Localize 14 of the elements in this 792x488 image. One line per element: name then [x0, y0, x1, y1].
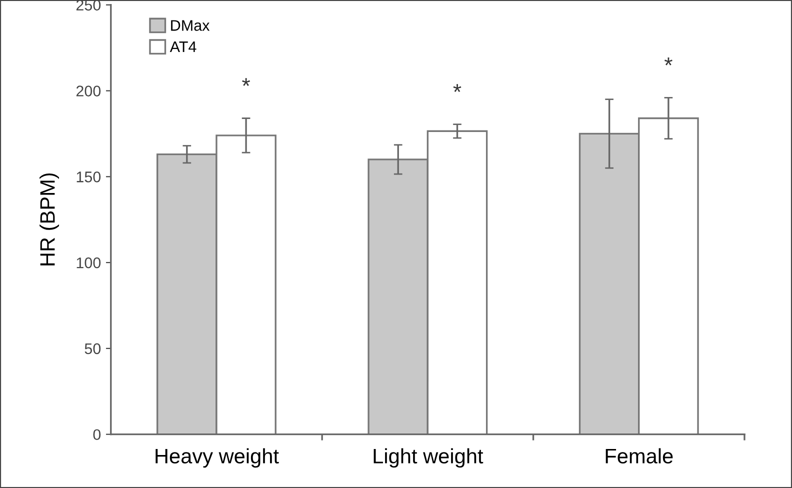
annotation: *	[453, 84, 462, 92]
y-tick-label: 200	[76, 86, 101, 96]
y-tick-label: 100	[76, 257, 101, 268]
x-tick-label: Light weight	[374, 448, 484, 468]
x-tick-label: Heavy weight	[156, 448, 279, 468]
y-axis-title: HR (BPM)	[40, 173, 59, 266]
y-tick-label: 50	[84, 343, 101, 354]
x-tick-label: Female	[606, 448, 673, 464]
annotation: *	[242, 78, 250, 86]
y-tick-label: 150	[76, 172, 101, 182]
y-tick-label: 0	[93, 429, 101, 440]
annotation: *	[664, 58, 672, 66]
legend-label: DMax	[171, 20, 210, 31]
legend-label: AT4	[170, 42, 196, 52]
